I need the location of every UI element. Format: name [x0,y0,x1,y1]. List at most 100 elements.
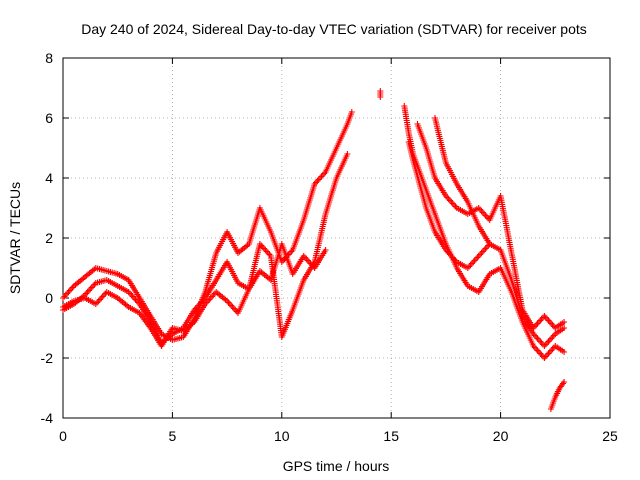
data-point [65,289,72,295]
data-point [544,352,551,358]
data-point [477,251,484,258]
y-tick-label: 0 [45,290,53,306]
series-2 [60,151,351,346]
data-point [86,287,92,294]
data-point [561,379,568,385]
data-point [545,338,552,345]
data-point [62,292,69,298]
data-points [60,88,568,412]
data-point [232,307,239,313]
data-point [545,317,552,324]
series-1 [60,109,355,343]
data-point [471,257,478,264]
data-point [561,349,568,355]
data-point [314,178,321,184]
data-point [259,244,266,250]
data-point [90,283,97,289]
data-point [344,151,351,157]
y-tick-label: 2 [45,230,53,246]
data-point [534,347,541,354]
data-point [541,343,548,349]
y-tick-label: -2 [41,350,54,366]
data-point [534,335,541,342]
x-tick-label: 15 [383,428,399,444]
y-tick-label: 8 [45,50,53,66]
data-point [94,299,101,306]
data-point [542,314,549,321]
data-point [535,349,542,355]
data-point [481,247,488,253]
series-9 [547,379,568,412]
data-point [473,256,479,262]
data-point [304,257,311,264]
data-point [447,197,453,204]
series-6 [405,139,568,349]
x-axis-label: GPS time / hours [283,458,390,474]
data-point [544,316,551,322]
grid [63,58,610,418]
data-point [225,299,232,306]
data-point [265,250,272,256]
data-point [545,350,552,357]
x-tick-label: 0 [59,428,67,444]
data-point [303,256,310,262]
series-8 [432,115,493,247]
data-point [533,346,540,352]
data-point [470,259,477,265]
data-point [466,263,473,270]
x-tick-label: 25 [602,428,618,444]
data-point [319,172,326,178]
data-point [451,202,458,208]
data-point [61,293,68,300]
data-point [561,325,568,331]
data-point [228,302,235,309]
data-point [537,317,544,324]
data-point [318,173,325,180]
tick-labels: 0 5 10 15 20 25 -4 -2 0 2 4 6 8 [41,50,618,444]
data-point [449,200,456,207]
data-point [84,289,91,295]
data-point [322,247,329,253]
data-point [263,248,270,255]
data-point [546,349,553,355]
data-point [448,199,455,205]
data-point [544,340,551,346]
chart-title: Day 240 of 2024, Sidereal Day-to-day VTE… [81,21,587,37]
data-point [535,337,542,343]
data-point [478,250,485,256]
data-point [548,320,555,327]
data-point [534,320,541,327]
data-point [537,338,544,345]
x-tick-label: 5 [169,428,177,444]
data-point [479,248,486,255]
data-point [96,296,103,303]
data-point [262,247,269,253]
data-point [483,214,490,220]
data-point [482,245,489,252]
data-point [83,290,90,297]
data-point [479,209,486,216]
data-point [315,176,322,183]
data-point [475,253,482,259]
data-point [541,313,548,319]
data-point [535,319,542,325]
y-axis-label: SDTVAR / TECUs [7,182,23,294]
data-point [533,334,540,340]
data-point [548,335,555,342]
data-point [546,337,553,343]
data-point [538,316,545,322]
data-point [88,284,95,291]
data-point [542,341,549,348]
data-point [561,319,568,325]
data-point [60,295,66,301]
data-point [533,322,540,328]
data-point [69,284,76,291]
data-point [468,260,475,267]
data-point [477,206,484,213]
data-point [538,352,545,358]
data-point [226,301,233,307]
x-tick-label: 10 [274,428,290,444]
data-point [87,286,94,292]
data-point [445,196,452,202]
